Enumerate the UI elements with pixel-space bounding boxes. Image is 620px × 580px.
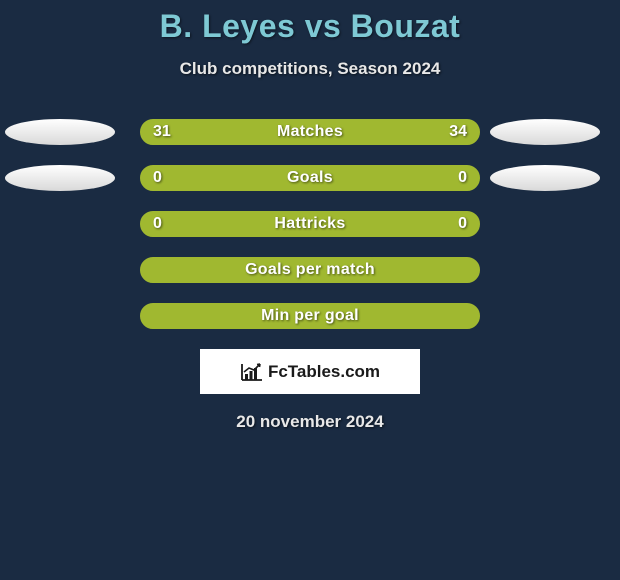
stat-bar: Min per goal	[140, 303, 480, 329]
stat-label: Matches	[141, 123, 479, 141]
page-subtitle: Club competitions, Season 2024	[0, 59, 620, 79]
stat-value-right: 0	[458, 215, 467, 233]
player-ellipse-right	[490, 119, 600, 145]
stat-value-right: 0	[458, 169, 467, 187]
stat-row: 31 Matches 34	[0, 119, 620, 145]
player-ellipse-left	[5, 165, 115, 191]
stats-container: 31 Matches 34 0 Goals 0 0 Hattricks 0	[0, 119, 620, 329]
stat-label: Min per goal	[141, 307, 479, 325]
stat-row: 0 Goals 0	[0, 165, 620, 191]
stat-label: Goals	[141, 169, 479, 187]
footer-date: 20 november 2024	[0, 412, 620, 432]
stat-bar: Goals per match	[140, 257, 480, 283]
stat-bar: 31 Matches 34	[140, 119, 480, 145]
stat-row: 0 Hattricks 0	[0, 211, 620, 237]
branding-box: FcTables.com	[200, 349, 420, 394]
player-ellipse-right	[490, 165, 600, 191]
stat-bar: 0 Goals 0	[140, 165, 480, 191]
branding-inner: FcTables.com	[240, 362, 380, 382]
page-title: B. Leyes vs Bouzat	[0, 8, 620, 45]
player-ellipse-left	[5, 119, 115, 145]
branding-text: FcTables.com	[268, 362, 380, 382]
stat-label: Goals per match	[141, 261, 479, 279]
stat-row: Goals per match	[0, 257, 620, 283]
chart-line-icon	[240, 362, 264, 382]
stat-bar: 0 Hattricks 0	[140, 211, 480, 237]
stat-value-right: 34	[449, 123, 467, 141]
stat-label: Hattricks	[141, 215, 479, 233]
stat-row: Min per goal	[0, 303, 620, 329]
